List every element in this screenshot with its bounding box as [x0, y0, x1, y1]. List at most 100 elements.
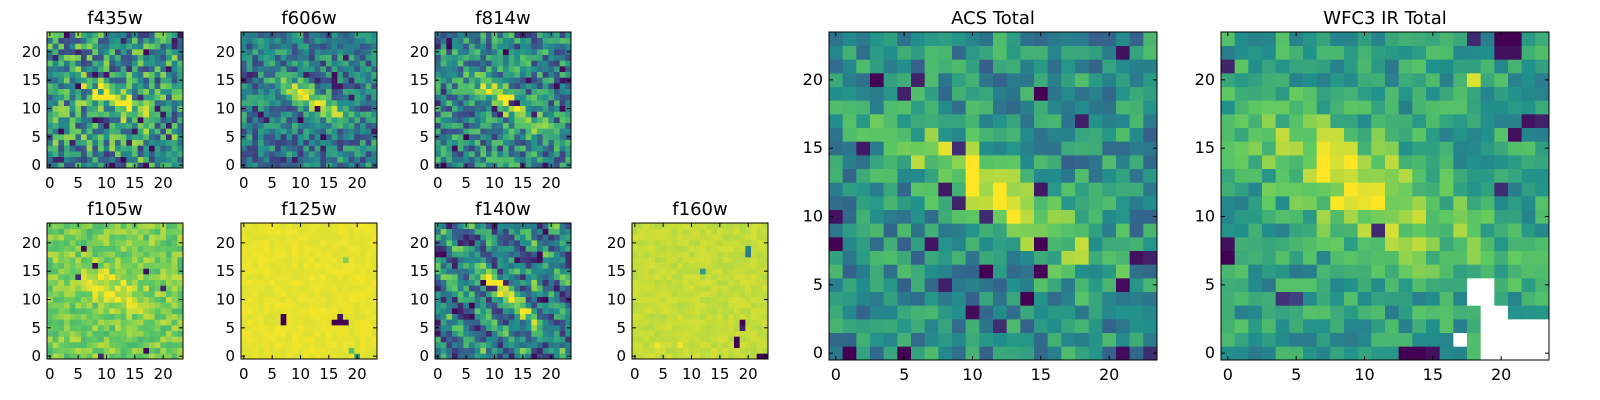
heatmap-cell — [103, 330, 110, 337]
heatmap-cell — [870, 155, 885, 170]
heatmap-cell — [924, 264, 939, 279]
heatmap-cell — [514, 134, 521, 141]
heatmap-cell — [365, 156, 372, 163]
heatmap-cell — [1047, 319, 1062, 334]
heatmap-cell — [160, 100, 167, 107]
heatmap-cell — [354, 240, 361, 247]
heatmap-cell — [132, 66, 139, 73]
heatmap-cell — [337, 94, 344, 101]
heatmap-cell — [166, 49, 173, 56]
heatmap-cell — [554, 251, 561, 258]
heatmap-cell — [1075, 59, 1090, 74]
heatmap-cell — [856, 305, 871, 320]
heatmap-cell — [303, 122, 310, 129]
plot-frame — [434, 31, 572, 169]
heatmap-cell — [452, 223, 459, 230]
heatmap-cell — [497, 325, 504, 332]
heatmap-cell — [554, 279, 561, 286]
heatmap-cell — [1061, 209, 1076, 224]
heatmap-cell — [480, 128, 487, 135]
heatmap-cell — [654, 325, 661, 332]
heatmap-cell — [514, 228, 521, 235]
heatmap-cell — [537, 100, 544, 107]
heatmap-cell — [897, 168, 912, 183]
heatmap-cell — [154, 228, 161, 235]
heatmap-cell — [92, 336, 99, 343]
heatmap-cell — [739, 279, 746, 286]
heatmap-cell — [81, 128, 88, 135]
heatmap-cell — [252, 32, 259, 39]
heatmap-cell — [643, 319, 650, 326]
heatmap-cell — [503, 111, 510, 118]
heatmap-cell — [677, 245, 684, 252]
heatmap-cell — [286, 134, 293, 141]
heatmap-cell — [303, 49, 310, 56]
heatmap-cell — [154, 302, 161, 309]
heatmap-cell — [275, 60, 282, 67]
heatmap-cell — [309, 49, 316, 56]
heatmap-cell — [69, 330, 76, 337]
heatmap-cell — [514, 308, 521, 315]
heatmap-cell — [297, 88, 304, 95]
plot-frame — [434, 222, 572, 360]
heatmap-cell — [745, 274, 752, 281]
heatmap-cell — [734, 302, 741, 309]
heatmap-cell — [683, 228, 690, 235]
heatmap-cell — [979, 100, 994, 115]
heatmap-cell — [1426, 319, 1441, 334]
heatmap-cell — [938, 168, 953, 183]
heatmap-cell — [694, 296, 701, 303]
heatmap-cell — [246, 274, 253, 281]
heatmap-cell — [75, 105, 82, 112]
heatmap-cell — [120, 43, 127, 50]
heatmap-cell — [154, 94, 161, 101]
heatmap-cell — [331, 37, 338, 44]
heatmap-cell — [565, 122, 572, 129]
heatmap-cell — [47, 302, 54, 309]
heatmap-cell — [286, 245, 293, 252]
heatmap-cell — [98, 94, 105, 101]
heatmap-cell — [120, 139, 127, 146]
heatmap-cell — [1116, 264, 1131, 279]
heatmap-cell — [297, 134, 304, 141]
heatmap-cell — [632, 342, 639, 349]
heatmap-cell — [503, 223, 510, 230]
heatmap-cell — [870, 168, 885, 183]
heatmap-cell — [331, 88, 338, 95]
heatmap-cell — [457, 43, 464, 50]
heatmap-cell — [1116, 291, 1131, 306]
heatmap-cell — [297, 54, 304, 61]
plot-frame — [240, 222, 378, 360]
heatmap-cell — [829, 305, 844, 320]
heatmap-cell — [69, 296, 76, 303]
heatmap-cell — [280, 54, 287, 61]
heatmap-cell — [360, 60, 367, 67]
heatmap-cell — [728, 274, 735, 281]
heatmap-cell — [365, 268, 372, 275]
heatmap-cell — [126, 274, 133, 281]
heatmap-cell — [371, 100, 378, 107]
heatmap-cell — [1088, 127, 1103, 142]
heatmap-cell — [126, 353, 133, 360]
heatmap-cell — [565, 342, 572, 349]
heatmap-cell — [705, 274, 712, 281]
heatmap-cell — [542, 43, 549, 50]
heatmap-cell — [1088, 223, 1103, 238]
heatmap-cell — [314, 308, 321, 315]
heatmap-cell — [98, 66, 105, 73]
heatmap-cell — [508, 302, 515, 309]
heatmap-cell — [348, 100, 355, 107]
heatmap-cell — [263, 49, 270, 56]
heatmap-cell — [637, 245, 644, 252]
heatmap-cell — [993, 127, 1008, 142]
heatmap-cell — [171, 240, 178, 247]
heatmap-cell — [331, 49, 338, 56]
heatmap-cell — [1535, 319, 1550, 334]
heatmap-cell — [309, 145, 316, 152]
heatmap-cell — [69, 128, 76, 135]
heatmap-cell — [275, 319, 282, 326]
heatmap-cell — [457, 342, 464, 349]
heatmap-cell — [314, 37, 321, 44]
heatmap-cell — [531, 139, 538, 146]
heatmap-cell — [503, 66, 510, 73]
